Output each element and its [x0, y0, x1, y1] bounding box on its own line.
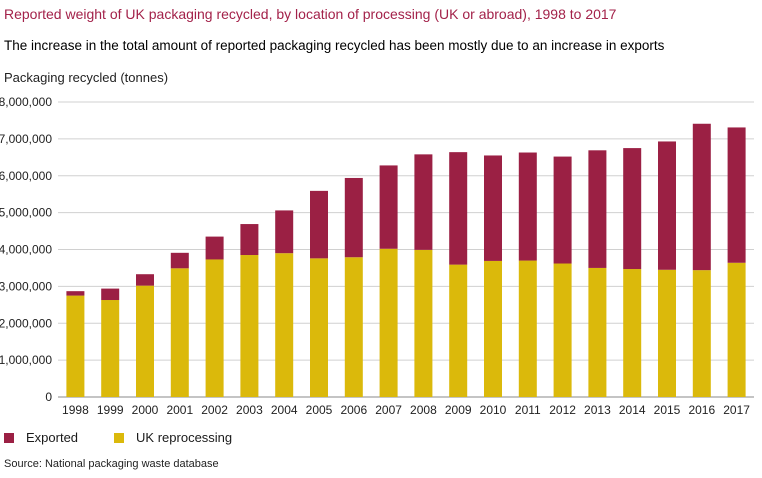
bar-uk-reprocessing-2009: [449, 264, 468, 397]
bar-uk-reprocessing-2004: [275, 253, 294, 397]
x-tick-label: 2002: [201, 403, 228, 417]
bar-uk-reprocessing-2017: [727, 262, 746, 397]
bar-exported-2000: [136, 274, 154, 286]
bar-exported-1998: [66, 291, 85, 296]
bar-exported-2009: [449, 152, 468, 265]
bar-uk-reprocessing-2014: [623, 269, 642, 397]
x-tick-label: 1998: [62, 403, 89, 417]
x-tick-label: 2009: [445, 403, 472, 417]
bar-uk-reprocessing-2005: [310, 258, 328, 397]
x-tick-label: 2012: [549, 403, 576, 417]
x-tick-label: 2010: [480, 403, 507, 417]
y-tick-label: 1,000,000: [0, 353, 52, 367]
x-tick-label: 2006: [340, 403, 367, 417]
bar-exported-2002: [205, 236, 224, 260]
legend-label-uk-reprocessing: UK reprocessing: [136, 430, 233, 445]
legend: Exported UK reprocessing: [4, 430, 268, 445]
bar-uk-reprocessing-2006: [344, 257, 363, 397]
y-tick-label: 2,000,000: [0, 316, 52, 330]
stacked-bar-chart: 0 1,000,000 2,000,000 3,000,000 4,000,000 5,0…: [0, 95, 754, 417]
y-tick-label: 0: [45, 390, 52, 404]
bar-exported-2016: [692, 123, 711, 271]
bar-exported-2004: [275, 210, 294, 254]
legend-item-exported: Exported: [4, 430, 78, 445]
y-tick-labels: 0 1,000,000 2,000,000 3,000,000 4,000,000 5,0…: [0, 95, 52, 404]
bar-uk-reprocessing-2007: [379, 248, 398, 397]
bar-exported-2005: [310, 190, 328, 259]
bar-uk-reprocessing-2012: [553, 263, 572, 397]
chart-subtitle: The increase in the total amount of repo…: [4, 38, 665, 53]
bar-exported-2017: [727, 127, 746, 263]
bar-exported-2008: [414, 154, 433, 250]
bar-uk-reprocessing-2008: [414, 249, 433, 397]
x-tick-label: 2007: [375, 403, 402, 417]
y-tick-label: 4,000,000: [0, 243, 52, 257]
grid-lines: [58, 101, 754, 398]
x-tick-label: 2011: [515, 403, 541, 417]
x-tick-labels: 1998 1999 2000 2001 2002 2003 2004 2005 2006 2007…: [62, 403, 750, 417]
bar-uk-reprocessing-2003: [240, 255, 259, 397]
bar-exported-2013: [588, 150, 607, 268]
x-tick-label: 2000: [132, 403, 159, 417]
bar-exported-2012: [553, 156, 572, 264]
y-tick-label: 5,000,000: [0, 206, 52, 220]
legend-swatch-exported: [4, 432, 14, 443]
bar-uk-reprocessing-2000: [136, 285, 154, 397]
bar-uk-reprocessing-2016: [692, 270, 711, 397]
y-tick-label: 8,000,000: [0, 95, 52, 109]
x-tick-label: 2016: [688, 403, 715, 417]
source-note: Source: National packaging waste databas…: [4, 458, 219, 470]
bar-uk-reprocessing-1998: [66, 295, 85, 397]
y-tick-label: 6,000,000: [0, 169, 52, 183]
y-axis-label: Packaging recycled (tonnes): [4, 70, 169, 85]
y-tick-label: 3,000,000: [0, 279, 52, 293]
bar-exported-2001: [170, 252, 189, 269]
x-tick-label: 2004: [271, 403, 298, 417]
bar-exported-2006: [344, 177, 363, 258]
x-tick-label: 2014: [619, 403, 646, 417]
x-tick-label: 2013: [584, 403, 611, 417]
bars: [66, 123, 746, 397]
bar-exported-2003: [240, 224, 259, 256]
bar-exported-2014: [623, 148, 642, 270]
legend-swatch-uk-reprocessing: [114, 432, 125, 443]
bar-exported-2007: [379, 165, 398, 249]
x-tick-label: 1999: [97, 403, 124, 417]
x-tick-label: 2017: [723, 403, 750, 417]
x-tick-label: 2005: [306, 403, 333, 417]
bar-uk-reprocessing-1999: [101, 300, 120, 397]
bar-uk-reprocessing-2011: [518, 260, 537, 397]
legend-item-uk: UK reprocessing: [114, 430, 232, 445]
bar-uk-reprocessing-2015: [658, 269, 676, 397]
bar-exported-1999: [101, 288, 120, 301]
x-tick-label: 2015: [654, 403, 681, 417]
bar-uk-reprocessing-2010: [484, 260, 502, 397]
bar-uk-reprocessing-2001: [170, 268, 189, 397]
bar-uk-reprocessing-2002: [205, 259, 224, 397]
chart-title: Reported weight of UK packaging recycled…: [4, 6, 617, 22]
bar-exported-2010: [484, 155, 502, 261]
bar-exported-2015: [658, 141, 676, 270]
x-tick-label: 2003: [236, 403, 263, 417]
bar-uk-reprocessing-2013: [588, 267, 607, 397]
bar-exported-2011: [518, 152, 537, 261]
x-tick-label: 2008: [410, 403, 437, 417]
y-tick-label: 7,000,000: [0, 132, 52, 146]
x-tick-label: 2001: [166, 403, 193, 417]
legend-label-exported: Exported: [26, 430, 79, 445]
